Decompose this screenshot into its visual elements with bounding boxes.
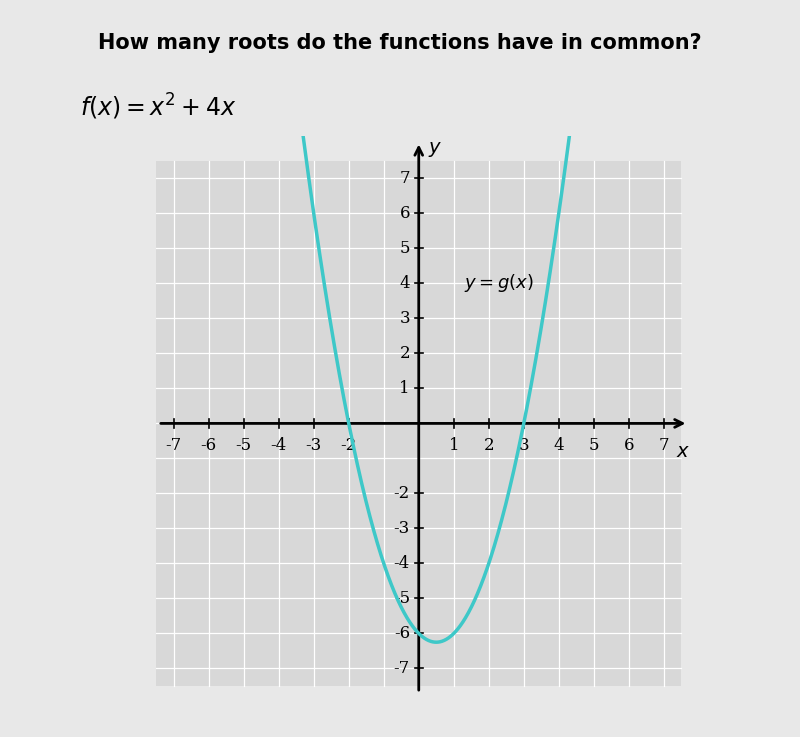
Text: $f(x) = x^2 + 4x$: $f(x) = x^2 + 4x$ <box>80 92 236 122</box>
Text: 1: 1 <box>449 437 459 455</box>
Text: $x$: $x$ <box>676 443 690 461</box>
Text: 1: 1 <box>399 380 410 397</box>
Text: 2: 2 <box>399 345 410 362</box>
Text: 7: 7 <box>399 170 410 187</box>
Text: -7: -7 <box>166 437 182 455</box>
Text: 7: 7 <box>658 437 669 455</box>
Text: -3: -3 <box>306 437 322 455</box>
Text: 3: 3 <box>518 437 529 455</box>
Text: -2: -2 <box>394 485 410 502</box>
Text: How many roots do the functions have in common?: How many roots do the functions have in … <box>98 33 702 53</box>
Text: 5: 5 <box>589 437 599 455</box>
Text: 6: 6 <box>399 205 410 222</box>
Text: -6: -6 <box>201 437 217 455</box>
Text: -2: -2 <box>341 437 357 455</box>
Text: -6: -6 <box>394 625 410 642</box>
Text: $y = g(x)$: $y = g(x)$ <box>464 273 534 294</box>
Text: $y$: $y$ <box>427 140 442 159</box>
Text: 4: 4 <box>399 275 410 292</box>
Text: -3: -3 <box>394 520 410 537</box>
Text: 2: 2 <box>483 437 494 455</box>
Text: 4: 4 <box>554 437 564 455</box>
Text: 6: 6 <box>623 437 634 455</box>
Text: 5: 5 <box>399 240 410 257</box>
Text: -7: -7 <box>394 660 410 677</box>
Text: 3: 3 <box>399 310 410 327</box>
Text: -5: -5 <box>236 437 252 455</box>
Text: -5: -5 <box>394 590 410 607</box>
Text: -4: -4 <box>394 555 410 572</box>
Text: -4: -4 <box>270 437 287 455</box>
